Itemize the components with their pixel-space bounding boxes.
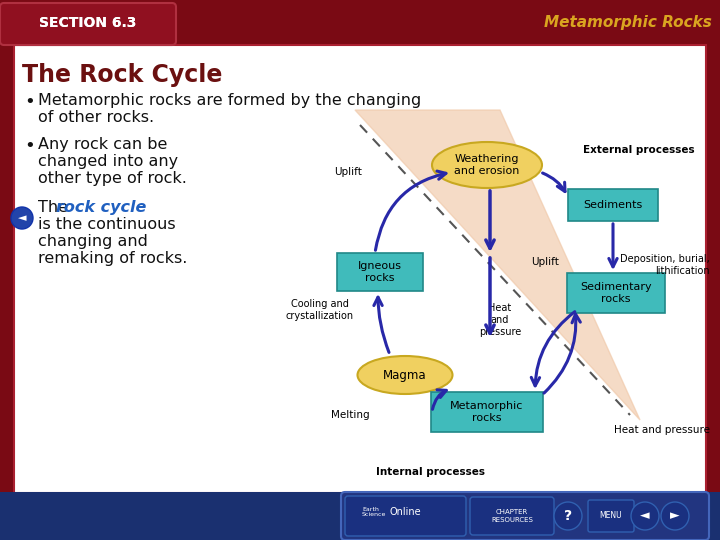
Text: The: The bbox=[38, 200, 73, 215]
Ellipse shape bbox=[358, 356, 452, 394]
Text: Magma: Magma bbox=[383, 368, 427, 381]
Text: of other rocks.: of other rocks. bbox=[38, 110, 154, 125]
Bar bbox=[0, 0, 720, 43]
Text: Heat
and
pressure: Heat and pressure bbox=[479, 303, 521, 336]
Text: Sediments: Sediments bbox=[583, 200, 643, 210]
Text: SECTION 6.3: SECTION 6.3 bbox=[40, 16, 137, 30]
Text: Weathering
and erosion: Weathering and erosion bbox=[454, 154, 520, 176]
Text: Deposition, burial,
lithification: Deposition, burial, lithification bbox=[620, 254, 710, 276]
Text: Uplift: Uplift bbox=[334, 167, 362, 177]
Bar bbox=[14, 45, 706, 493]
Text: rock cycle: rock cycle bbox=[56, 200, 146, 215]
Text: changed into any: changed into any bbox=[38, 154, 178, 169]
Text: The Rock Cycle: The Rock Cycle bbox=[22, 63, 222, 87]
Text: Heat and pressure: Heat and pressure bbox=[614, 425, 710, 435]
Text: Metamorphic
rocks: Metamorphic rocks bbox=[450, 401, 523, 423]
Circle shape bbox=[631, 502, 659, 530]
Text: MENU: MENU bbox=[600, 511, 622, 521]
FancyBboxPatch shape bbox=[470, 497, 554, 535]
Text: is the continuous: is the continuous bbox=[38, 217, 176, 232]
Text: ◄: ◄ bbox=[640, 510, 650, 523]
FancyBboxPatch shape bbox=[337, 253, 423, 291]
FancyBboxPatch shape bbox=[568, 189, 658, 221]
Circle shape bbox=[11, 207, 33, 229]
Ellipse shape bbox=[432, 142, 542, 188]
Text: •: • bbox=[24, 93, 35, 111]
Text: Metamorphic rocks are formed by the changing: Metamorphic rocks are formed by the chan… bbox=[38, 93, 421, 108]
Polygon shape bbox=[355, 110, 640, 420]
Text: SECTION 6.3: SECTION 6.3 bbox=[40, 16, 137, 30]
Text: Any rock can be: Any rock can be bbox=[38, 137, 167, 152]
Text: •: • bbox=[24, 137, 35, 155]
Bar bbox=[0, 492, 720, 540]
Text: remaking of rocks.: remaking of rocks. bbox=[38, 251, 187, 266]
Text: External processes: External processes bbox=[583, 145, 695, 155]
Text: Uplift: Uplift bbox=[531, 257, 559, 267]
FancyBboxPatch shape bbox=[567, 273, 665, 313]
Text: Internal processes: Internal processes bbox=[376, 467, 485, 477]
Text: Online: Online bbox=[390, 507, 422, 517]
Text: Cooling and
crystallization: Cooling and crystallization bbox=[286, 299, 354, 321]
Text: ?: ? bbox=[564, 509, 572, 523]
Text: Igneous
rocks: Igneous rocks bbox=[358, 261, 402, 283]
FancyBboxPatch shape bbox=[588, 500, 634, 532]
FancyBboxPatch shape bbox=[0, 3, 176, 45]
Text: Metamorphic Rocks: Metamorphic Rocks bbox=[544, 16, 712, 30]
FancyBboxPatch shape bbox=[341, 492, 709, 540]
Circle shape bbox=[661, 502, 689, 530]
FancyBboxPatch shape bbox=[345, 496, 466, 536]
Text: Melting: Melting bbox=[330, 410, 369, 420]
Text: ►: ► bbox=[670, 510, 680, 523]
Text: other type of rock.: other type of rock. bbox=[38, 171, 187, 186]
Circle shape bbox=[554, 502, 582, 530]
Text: changing and: changing and bbox=[38, 234, 148, 249]
Text: Earth
Science: Earth Science bbox=[362, 507, 387, 517]
Text: Sedimentary
rocks: Sedimentary rocks bbox=[580, 282, 652, 304]
FancyBboxPatch shape bbox=[431, 392, 543, 432]
Text: CHAPTER
RESOURCES: CHAPTER RESOURCES bbox=[491, 510, 533, 523]
Text: ◄: ◄ bbox=[18, 213, 26, 223]
